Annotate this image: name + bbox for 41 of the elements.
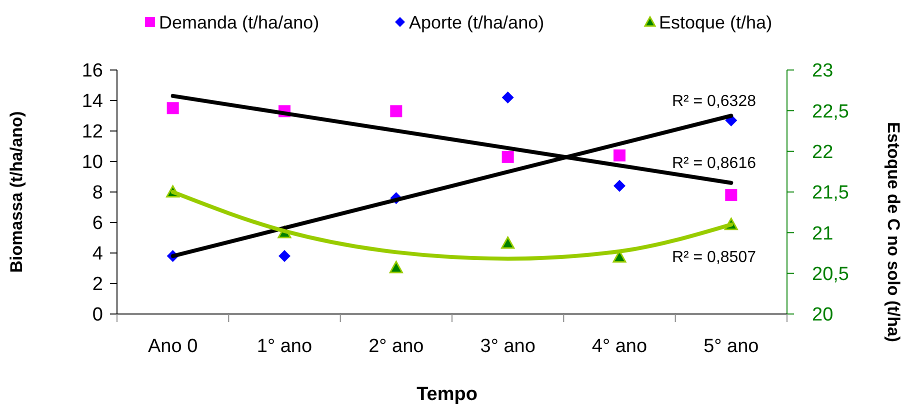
- y-tick-label: 16: [82, 60, 103, 82]
- y2-tick-label: 21,5: [812, 182, 849, 204]
- y2-tick-label: 21: [812, 223, 834, 244]
- point: [389, 260, 403, 274]
- x-tick-label: 5° ano: [704, 336, 759, 357]
- x-axis-title: Tempo: [416, 384, 478, 405]
- y2-axis-title: Estoque de C no solo (t/ha): [884, 122, 903, 342]
- point: [278, 250, 290, 262]
- y-tick-label: 6: [92, 213, 103, 234]
- point: [614, 180, 626, 192]
- y-tick-label: 4: [92, 244, 104, 265]
- x-tick-label: 4° ano: [592, 336, 648, 357]
- point: [502, 91, 514, 104]
- y-axis-title: Biomassa (t/ha/ano): [7, 111, 26, 273]
- y-tick-label: 2: [92, 274, 103, 296]
- x-tick-label: 3° ano: [480, 336, 536, 357]
- y-tick-label: 14: [82, 91, 104, 112]
- y2-tick-label: 22: [812, 142, 834, 163]
- legend-label: Aporte (t/ha/ano): [409, 12, 544, 32]
- y-tick-label: 0: [92, 304, 103, 326]
- y2-tick-label: 20,5: [812, 264, 849, 285]
- point: [725, 189, 738, 202]
- point: [166, 102, 179, 114]
- legend-label: Estoque (t/ha): [659, 12, 772, 32]
- x-tick-label: Ano 0: [148, 336, 198, 357]
- annotation: R² = 0,6328: [672, 93, 756, 110]
- point: [614, 149, 626, 162]
- legend-label: Demanda (t/ha/ano): [159, 12, 320, 32]
- y-tick-label: 8: [92, 182, 103, 204]
- point: [502, 150, 514, 163]
- point: [501, 236, 515, 249]
- y2-tick-label: 22,5: [812, 101, 849, 122]
- x-tick-label: 2° ano: [368, 336, 424, 357]
- point: [390, 105, 402, 118]
- y2-tick-label: 20: [812, 304, 834, 326]
- y2-tick-label: 23: [812, 60, 834, 82]
- x-tick-label: 1° ano: [256, 336, 312, 357]
- annotation: R² = 0,8507: [672, 249, 756, 266]
- annotation: R² = 0,8616: [672, 155, 756, 172]
- y-tick-label: 12: [82, 122, 103, 143]
- y-tick-label: 10: [82, 152, 103, 174]
